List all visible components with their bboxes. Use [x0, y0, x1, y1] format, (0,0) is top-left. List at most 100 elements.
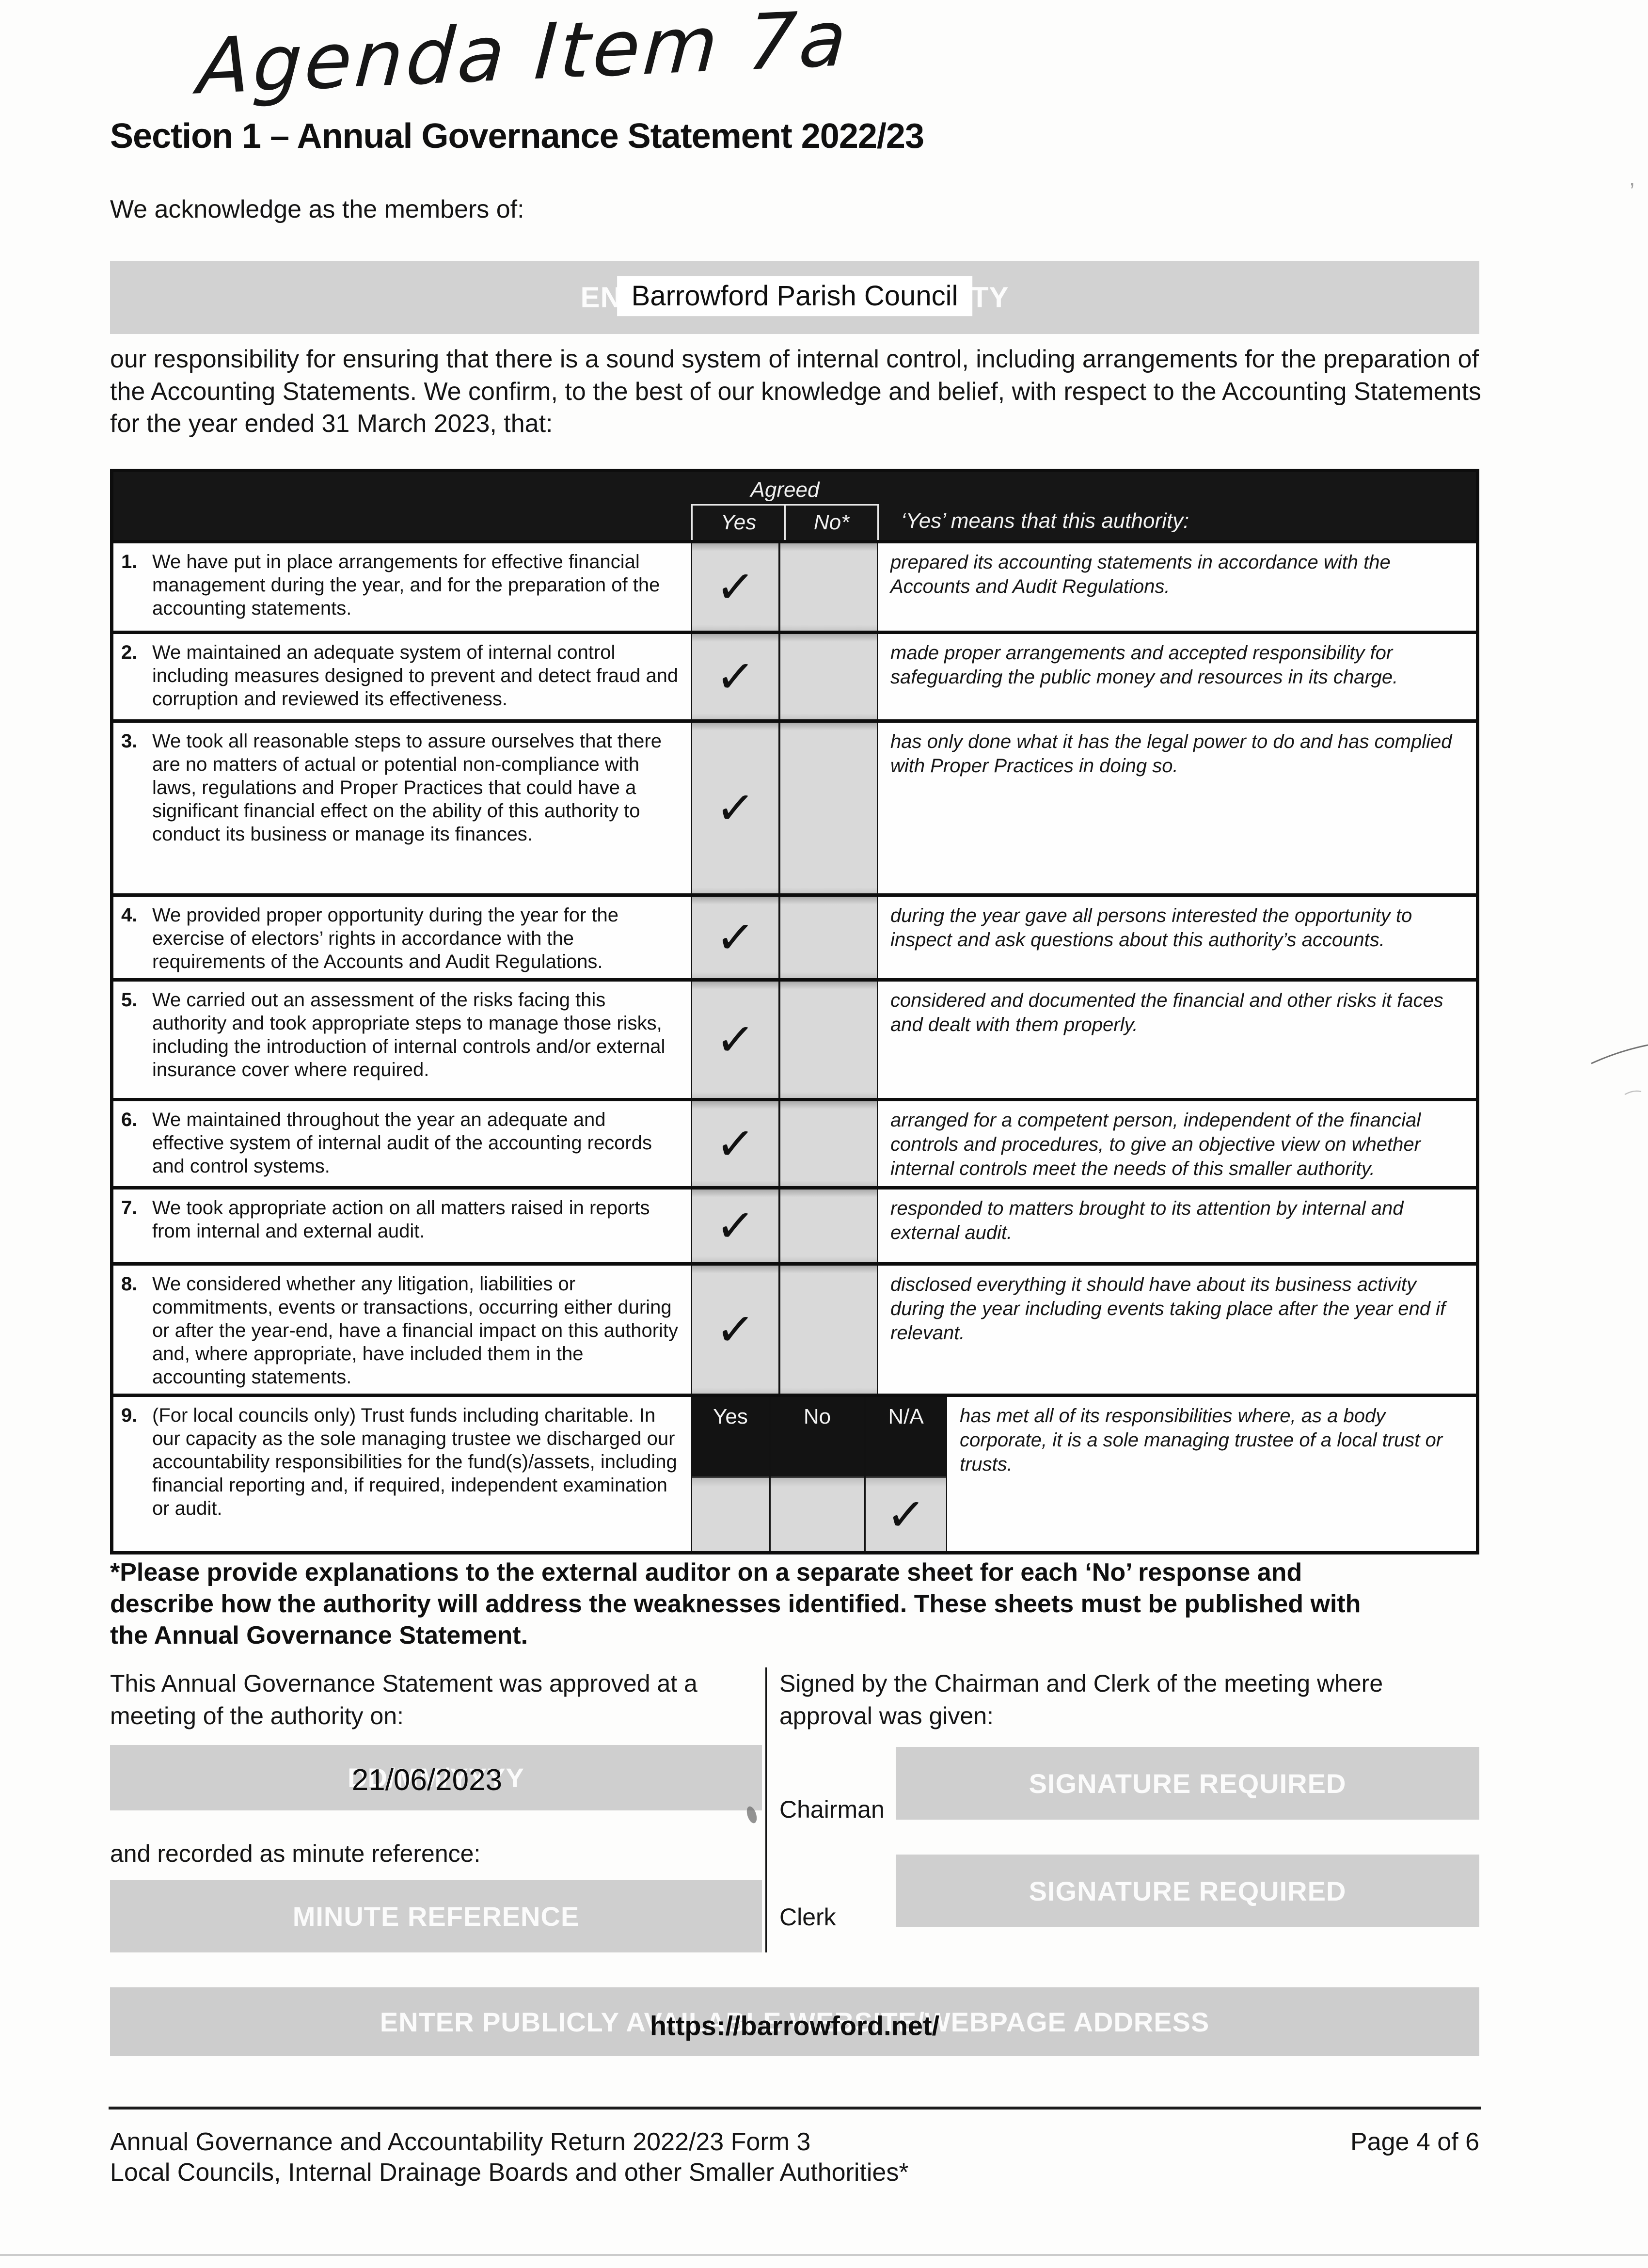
footer-text-block: Annual Governance and Accountability Ret… [110, 2127, 909, 2189]
footer-form-subtitle: Local Councils, Internal Drainage Boards… [110, 2158, 909, 2187]
check-mark: ✓ [713, 909, 757, 966]
na-subheader: N/A [866, 1397, 946, 1478]
yes-checkbox[interactable]: ✓ [691, 1266, 779, 1394]
website-address-value: https://barrowford.net/ [650, 2010, 940, 2041]
statement-cell: 2. We maintained an adequate system of in… [113, 634, 691, 719]
table-row: 6. We maintained throughout the year an a… [113, 1098, 1476, 1186]
no-checkbox[interactable] [771, 1478, 864, 1551]
statement-cell: 7. We took appropriate action on all matt… [113, 1190, 691, 1262]
na-checkbox[interactable]: ✓ [866, 1478, 946, 1551]
no-checkbox[interactable] [779, 1190, 878, 1262]
row-number: 9. [121, 1405, 138, 1426]
table-row: 5. We carried out an assessment of the ri… [113, 978, 1476, 1098]
footer-divider [109, 2107, 1481, 2109]
authority-name-field[interactable]: ENTER NAME OF AUTHORITY Barrowford Paris… [110, 261, 1479, 334]
meaning-cell: disclosed everything it should have abou… [890, 1274, 1446, 1344]
statement-text: We provided proper opportunity during th… [152, 904, 619, 972]
yes-checkbox[interactable]: ✓ [691, 723, 779, 893]
yes-subheader: Yes [692, 1397, 769, 1478]
row-number: 7. [121, 1197, 138, 1219]
table-header: Agreed Yes No* ‘Yes’ means that this aut… [113, 472, 1476, 540]
minute-reference-placeholder: MINUTE REFERENCE [292, 1901, 580, 1932]
yes-subcolumn: Yes [691, 1397, 770, 1551]
minute-reference-field[interactable]: MINUTE REFERENCE [110, 1880, 762, 1952]
means-column-header: ‘Yes’ means that this authority: [901, 509, 1189, 533]
statement-text: We took appropriate action on all matter… [152, 1197, 650, 1242]
no-checkbox[interactable] [779, 634, 878, 719]
svg-text:’: ’ [1630, 178, 1634, 204]
yes-checkbox[interactable]: ✓ [691, 543, 779, 631]
signature-placeholder: SIGNATURE REQUIRED [1029, 1768, 1347, 1799]
website-address-placeholder: ENTER PUBLICLY AVAILABLE WEBSITE/WEBPAGE… [380, 2006, 1210, 2037]
agreed-column-header: Agreed [750, 478, 820, 502]
chairman-label: Chairman [779, 1796, 885, 1823]
yes-checkbox[interactable]: ✓ [691, 1101, 779, 1186]
table-row: 8. We considered whether any litigation, … [113, 1262, 1476, 1394]
approval-right-column: Signed by the Chairman and Clerk of the … [765, 1667, 1479, 1952]
yes-checkbox[interactable]: ✓ [691, 982, 779, 1098]
statement-cell: 6. We maintained throughout the year an a… [113, 1101, 691, 1186]
website-address-field[interactable]: ENTER PUBLICLY AVAILABLE WEBSITE/WEBPAGE… [110, 1987, 1479, 2056]
table-row-trust-funds: 9. (For local councils only) Trust funds … [113, 1394, 1476, 1551]
row-number: 8. [121, 1273, 138, 1295]
signature-placeholder: SIGNATURE REQUIRED [1029, 1875, 1347, 1906]
table-row: 2. We maintained an adequate system of in… [113, 631, 1476, 719]
date-placeholder: DD/MM/YYYY [348, 1762, 524, 1793]
no-subcolumn: No [770, 1397, 865, 1551]
statement-text: We considered whether any litigation, li… [152, 1273, 679, 1388]
table-row: 4. We provided proper opportunity during … [113, 893, 1476, 978]
check-mark: ✓ [713, 779, 757, 837]
table-row: 7. We took appropriate action on all matt… [113, 1186, 1476, 1262]
yes-checkbox[interactable]: ✓ [691, 1190, 779, 1262]
approval-date-field[interactable]: DD/MM/YYYY 21/06/2023 [110, 1745, 762, 1810]
approval-meeting-text: This Annual Governance Statement was app… [110, 1670, 697, 1729]
row-number: 1. [121, 551, 138, 572]
minute-reference-text: and recorded as minute reference: [110, 1840, 481, 1867]
approval-section: This Annual Governance Statement was app… [110, 1667, 1479, 1952]
yes-checkbox[interactable] [692, 1478, 769, 1551]
governance-statement-table: Agreed Yes No* ‘Yes’ means that this aut… [110, 469, 1479, 1554]
no-checkbox[interactable] [779, 1266, 878, 1394]
no-checkbox[interactable] [779, 1101, 878, 1186]
no-subheader: No [771, 1397, 864, 1478]
row-number: 5. [121, 989, 138, 1011]
statement-text: We carried out an assessment of the risk… [152, 989, 666, 1080]
statement-cell: 8. We considered whether any litigation, … [113, 1266, 691, 1394]
statement-cell: 5. We carried out an assessment of the ri… [113, 982, 691, 1098]
na-subcolumn: N/A ✓ [865, 1397, 947, 1551]
chairman-signature-field[interactable]: SIGNATURE REQUIRED [896, 1747, 1479, 1820]
no-column-header: No* [784, 506, 877, 540]
clerk-signature-field[interactable]: SIGNATURE REQUIRED [896, 1855, 1479, 1927]
statement-cell: 3. We took all reasonable steps to assure… [113, 723, 691, 893]
no-checkbox[interactable] [779, 897, 878, 978]
no-checkbox[interactable] [779, 723, 878, 893]
row-number: 4. [121, 904, 138, 926]
page-footer: Annual Governance and Accountability Ret… [110, 2127, 1479, 2189]
meaning-cell: prepared its accounting statements in ac… [890, 552, 1391, 597]
meaning-cell: has only done what it has the legal powe… [890, 731, 1452, 777]
no-checkbox[interactable] [779, 982, 878, 1098]
clerk-label: Clerk [779, 1903, 836, 1931]
yes-no-header-box: Yes No* [691, 504, 879, 540]
approval-left-column: This Annual Governance Statement was app… [110, 1667, 765, 1952]
chairman-signature-row: Chairman SIGNATURE REQUIRED [779, 1747, 1479, 1823]
check-mark: ✓ [713, 1197, 757, 1254]
no-checkbox[interactable] [779, 543, 878, 631]
row-number: 3. [121, 730, 138, 752]
check-mark: ✓ [713, 648, 757, 705]
yes-checkbox[interactable]: ✓ [691, 897, 779, 978]
meaning-cell: arranged for a competent person, indepen… [890, 1110, 1421, 1179]
check-mark: ✓ [713, 1115, 757, 1173]
page-number: Page 4 of 6 [1350, 2128, 1479, 2156]
approval-date-value: 21/06/2023 [351, 1763, 503, 1797]
meaning-cell: made proper arrangements and accepted re… [890, 642, 1398, 688]
yes-checkbox[interactable]: ✓ [691, 634, 779, 719]
table-row: 1. We have put in place arrangements for … [113, 540, 1476, 631]
signed-by-text: Signed by the Chairman and Clerk of the … [779, 1670, 1383, 1729]
authority-name-value: Barrowford Parish Council [617, 275, 973, 316]
check-mark: ✓ [713, 558, 757, 616]
statement-text: We maintained an adequate system of inte… [152, 642, 679, 710]
table-row: 3. We took all reasonable steps to assure… [113, 719, 1476, 893]
statement-cell: 1. We have put in place arrangements for … [113, 543, 691, 631]
